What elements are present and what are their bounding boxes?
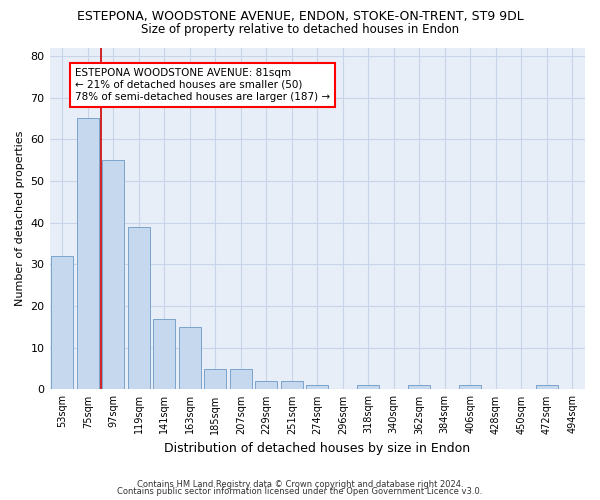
Bar: [256, 381, 277, 390]
Text: ESTEPONA WOODSTONE AVENUE: 81sqm
← 21% of detached houses are smaller (50)
78% o: ESTEPONA WOODSTONE AVENUE: 81sqm ← 21% o…: [75, 68, 330, 102]
Bar: [103, 160, 124, 390]
Bar: [281, 381, 302, 390]
Bar: [205, 368, 226, 390]
Text: Contains HM Land Registry data © Crown copyright and database right 2024.: Contains HM Land Registry data © Crown c…: [137, 480, 463, 489]
Bar: [77, 118, 98, 390]
Text: Contains public sector information licensed under the Open Government Licence v3: Contains public sector information licen…: [118, 488, 482, 496]
Bar: [179, 327, 200, 390]
Bar: [409, 386, 430, 390]
Text: Size of property relative to detached houses in Endon: Size of property relative to detached ho…: [141, 22, 459, 36]
X-axis label: Distribution of detached houses by size in Endon: Distribution of detached houses by size …: [164, 442, 470, 455]
Bar: [460, 386, 481, 390]
Bar: [307, 386, 328, 390]
Text: ESTEPONA, WOODSTONE AVENUE, ENDON, STOKE-ON-TRENT, ST9 9DL: ESTEPONA, WOODSTONE AVENUE, ENDON, STOKE…: [77, 10, 523, 23]
Y-axis label: Number of detached properties: Number of detached properties: [15, 131, 25, 306]
Bar: [230, 368, 251, 390]
Bar: [52, 256, 73, 390]
Bar: [154, 318, 175, 390]
Bar: [358, 386, 379, 390]
Bar: [128, 227, 149, 390]
Bar: [536, 386, 557, 390]
